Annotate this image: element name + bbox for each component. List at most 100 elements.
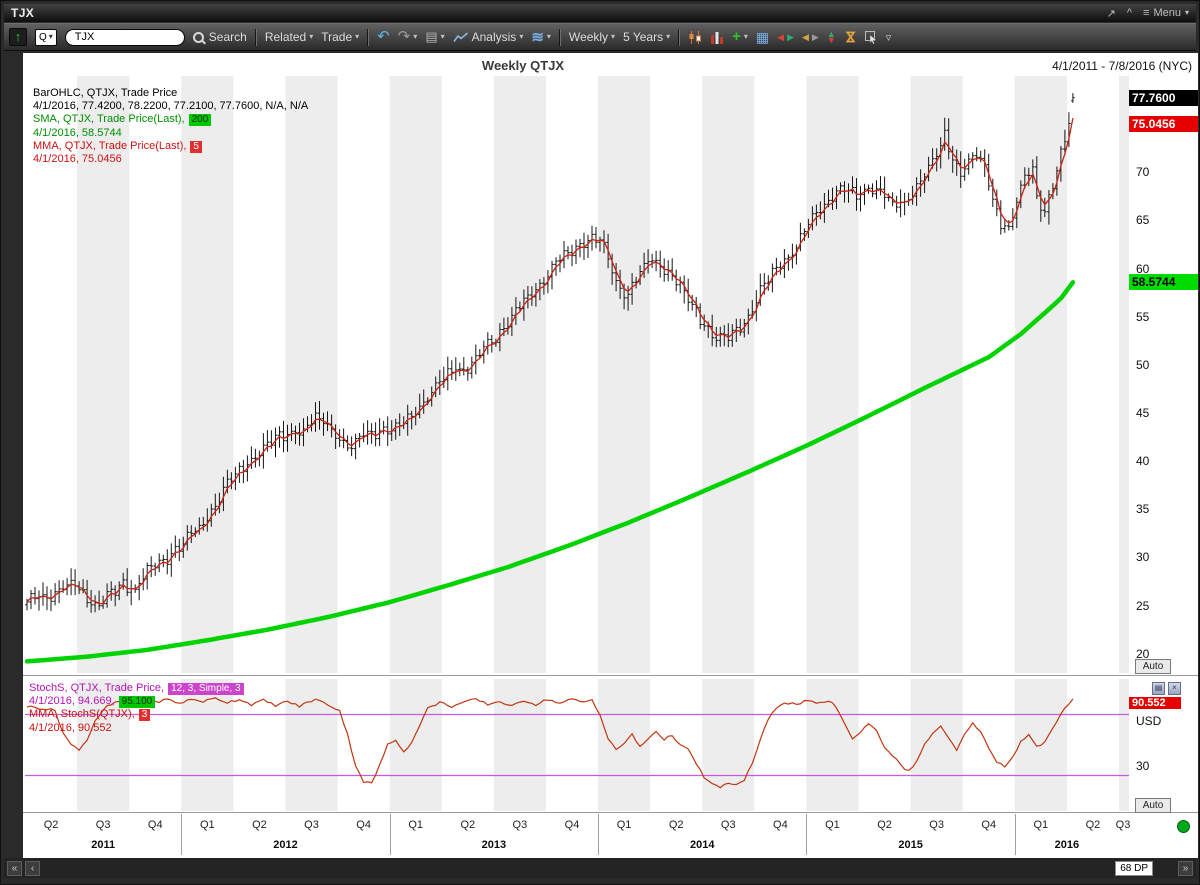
search-button[interactable]: Search <box>192 30 247 44</box>
related-menu[interactable]: Related ▾ <box>265 30 313 44</box>
year-label: 2011 <box>91 839 116 851</box>
menu-button[interactable]: ≡ Menu ▾ <box>1143 7 1189 19</box>
quote-type-select[interactable]: Q ▾ <box>35 28 57 46</box>
auto-scale-button-stoch[interactable]: Auto <box>1135 798 1171 813</box>
scroll-next-button[interactable]: » <box>1178 860 1193 876</box>
quarter-label: Q3 <box>720 819 736 831</box>
scrollbar-track[interactable] <box>43 861 1112 876</box>
chart-style-button[interactable] <box>688 30 702 44</box>
scroll-back-button[interactable]: ‹ <box>25 860 40 876</box>
add-study-button[interactable]: + ▾ <box>732 28 748 45</box>
symbol-submit-button[interactable]: ↑ <box>9 28 27 46</box>
pointer-select-button[interactable] <box>864 30 878 44</box>
panel-divider[interactable] <box>23 675 1198 676</box>
data-grid-button[interactable]: ▦ <box>756 29 769 46</box>
popout-icon[interactable]: ↗ <box>1106 7 1116 20</box>
quarter-label: Q4 <box>356 819 371 831</box>
more-tools-button[interactable]: ▿ <box>886 31 892 44</box>
compress-expand-button[interactable]: ◀ ▶ <box>802 32 819 43</box>
price-axis-label: 60 <box>1136 261 1150 276</box>
year-tick <box>181 814 183 855</box>
price-chart-plot[interactable] <box>24 76 1129 673</box>
legend-mma-value: 4/1/2016, 75.0456 <box>33 153 122 166</box>
quarter-label: Q1 <box>825 819 840 831</box>
panel-format-icon[interactable]: ▤ <box>1152 682 1165 695</box>
price-axis-label: 50 <box>1136 357 1150 372</box>
quote-type-label: Q <box>39 31 47 43</box>
stoch-mma-param-chip: 3 <box>138 709 151 722</box>
quarter-label: Q2 <box>43 819 59 831</box>
analysis-menu[interactable]: Analysis ▾ <box>452 30 524 44</box>
triangle-left-icon: ◀ <box>777 31 785 42</box>
chart-scrollbar[interactable]: « ‹ 68 DP » <box>4 858 1196 878</box>
chevron-down-icon: ▾ <box>309 32 314 41</box>
trade-menu[interactable]: Trade ▾ <box>321 30 359 44</box>
analysis-label: Analysis <box>471 30 517 44</box>
quarter-label: Q2 <box>668 819 684 831</box>
studies-menu[interactable]: ≋ ▾ <box>531 28 551 46</box>
range-select[interactable]: 5 Years ▾ <box>623 30 670 44</box>
quarter-label: Q3 <box>95 819 111 831</box>
stochastic-legend: StochS, QTJX, Trade Price, 12, 3, Simple,… <box>29 682 244 735</box>
drawing-tools-menu[interactable]: ▤ ▾ <box>425 29 444 45</box>
quarter-label: Q3 <box>1115 819 1131 831</box>
legend-stoch-mma-value: 4/1/2016, 90.552 <box>29 721 112 734</box>
panel-close-icon[interactable]: × <box>1168 682 1181 695</box>
chevron-down-icon: ▾ <box>743 32 748 41</box>
redo-button[interactable]: ↷ ▾ <box>398 29 418 44</box>
quarter-label: Q1 <box>616 819 632 831</box>
quarter-label: Q1 <box>199 819 215 831</box>
chevron-more-icon: ▿ <box>885 31 892 44</box>
year-label: 2012 <box>273 839 298 851</box>
year-tick <box>1014 814 1016 855</box>
chevron-down-icon: ▾ <box>519 32 524 41</box>
stoch-panel-controls: ▤ × <box>1152 682 1181 695</box>
related-label: Related <box>264 30 307 44</box>
chevron-down-icon: ▾ <box>355 32 360 41</box>
quarter-label: Q2 <box>252 819 267 831</box>
plus-icon: + <box>732 28 741 45</box>
bar-style-button[interactable] <box>710 31 724 44</box>
year-label: 2016 <box>1054 839 1080 851</box>
price-axis-label: 65 <box>1136 213 1150 228</box>
year-label: 2014 <box>689 839 715 851</box>
price-axis-label: 20 <box>1136 646 1150 661</box>
price-axis-label: 40 <box>1136 454 1150 469</box>
price-axis[interactable]: 77.7600 75.0456 58.5744 90.552 USD 30 70… <box>1129 1 1199 884</box>
scroll-left-right-button[interactable]: ◀ ▶ <box>777 32 794 43</box>
last-price-tag: 77.7600 <box>1129 89 1198 106</box>
pointer-select-icon <box>864 30 877 44</box>
data-points-box[interactable]: 68 DP <box>1115 860 1153 876</box>
legend-ohlc-name: BarOHLC, QTJX, Trade Price <box>33 87 178 99</box>
year-tick <box>598 814 599 855</box>
time-compression-button[interactable]: ⋈ <box>843 29 858 45</box>
mma-param-chip: 5 <box>190 140 202 153</box>
triangle-left-icon: ◀ <box>801 31 809 42</box>
layers-icon: ▤ <box>425 29 438 44</box>
price-axis-label: 35 <box>1136 502 1150 517</box>
undo-icon: ↶ <box>377 28 390 45</box>
quarter-label: Q1 <box>408 819 424 831</box>
toolbar-separator <box>254 28 257 46</box>
currency-label: USD <box>1136 713 1162 728</box>
collapse-icon[interactable]: ^ <box>1126 7 1133 19</box>
range-value: 5 Years <box>623 30 664 44</box>
quarter-label: Q1 <box>1033 819 1049 831</box>
year-label: 2013 <box>481 839 507 851</box>
search-icon <box>192 31 204 43</box>
quarter-label: Q2 <box>1085 819 1101 831</box>
toolbar-separator <box>558 28 561 46</box>
up-arrow-icon: ↑ <box>9 28 27 46</box>
window-titlebar: TJX ↗ ^ ≡ Menu ▾ <box>4 4 1196 22</box>
quarter-label: Q3 <box>512 819 528 831</box>
chevron-down-icon: ▾ <box>611 32 616 41</box>
vertical-scale-button[interactable]: ▲ ▼ <box>827 30 836 45</box>
symbol-input[interactable] <box>64 28 185 46</box>
scroll-first-button[interactable]: « <box>7 860 22 876</box>
time-axis[interactable]: Q2 Q3 Q4 Q1 Q2 Q3 Q4 Q1 Q2 Q3 Q4 Q1 Q2 Q3 Q4 Q1 Q2 Q3 Q4 Q1… <box>25 813 1130 857</box>
undo-button[interactable]: ↶ <box>377 28 390 45</box>
auto-scale-button-main[interactable]: Auto <box>1135 659 1171 674</box>
interval-select[interactable]: Weekly ▾ <box>569 30 615 44</box>
stochastic-panel-plot[interactable] <box>25 679 1129 811</box>
